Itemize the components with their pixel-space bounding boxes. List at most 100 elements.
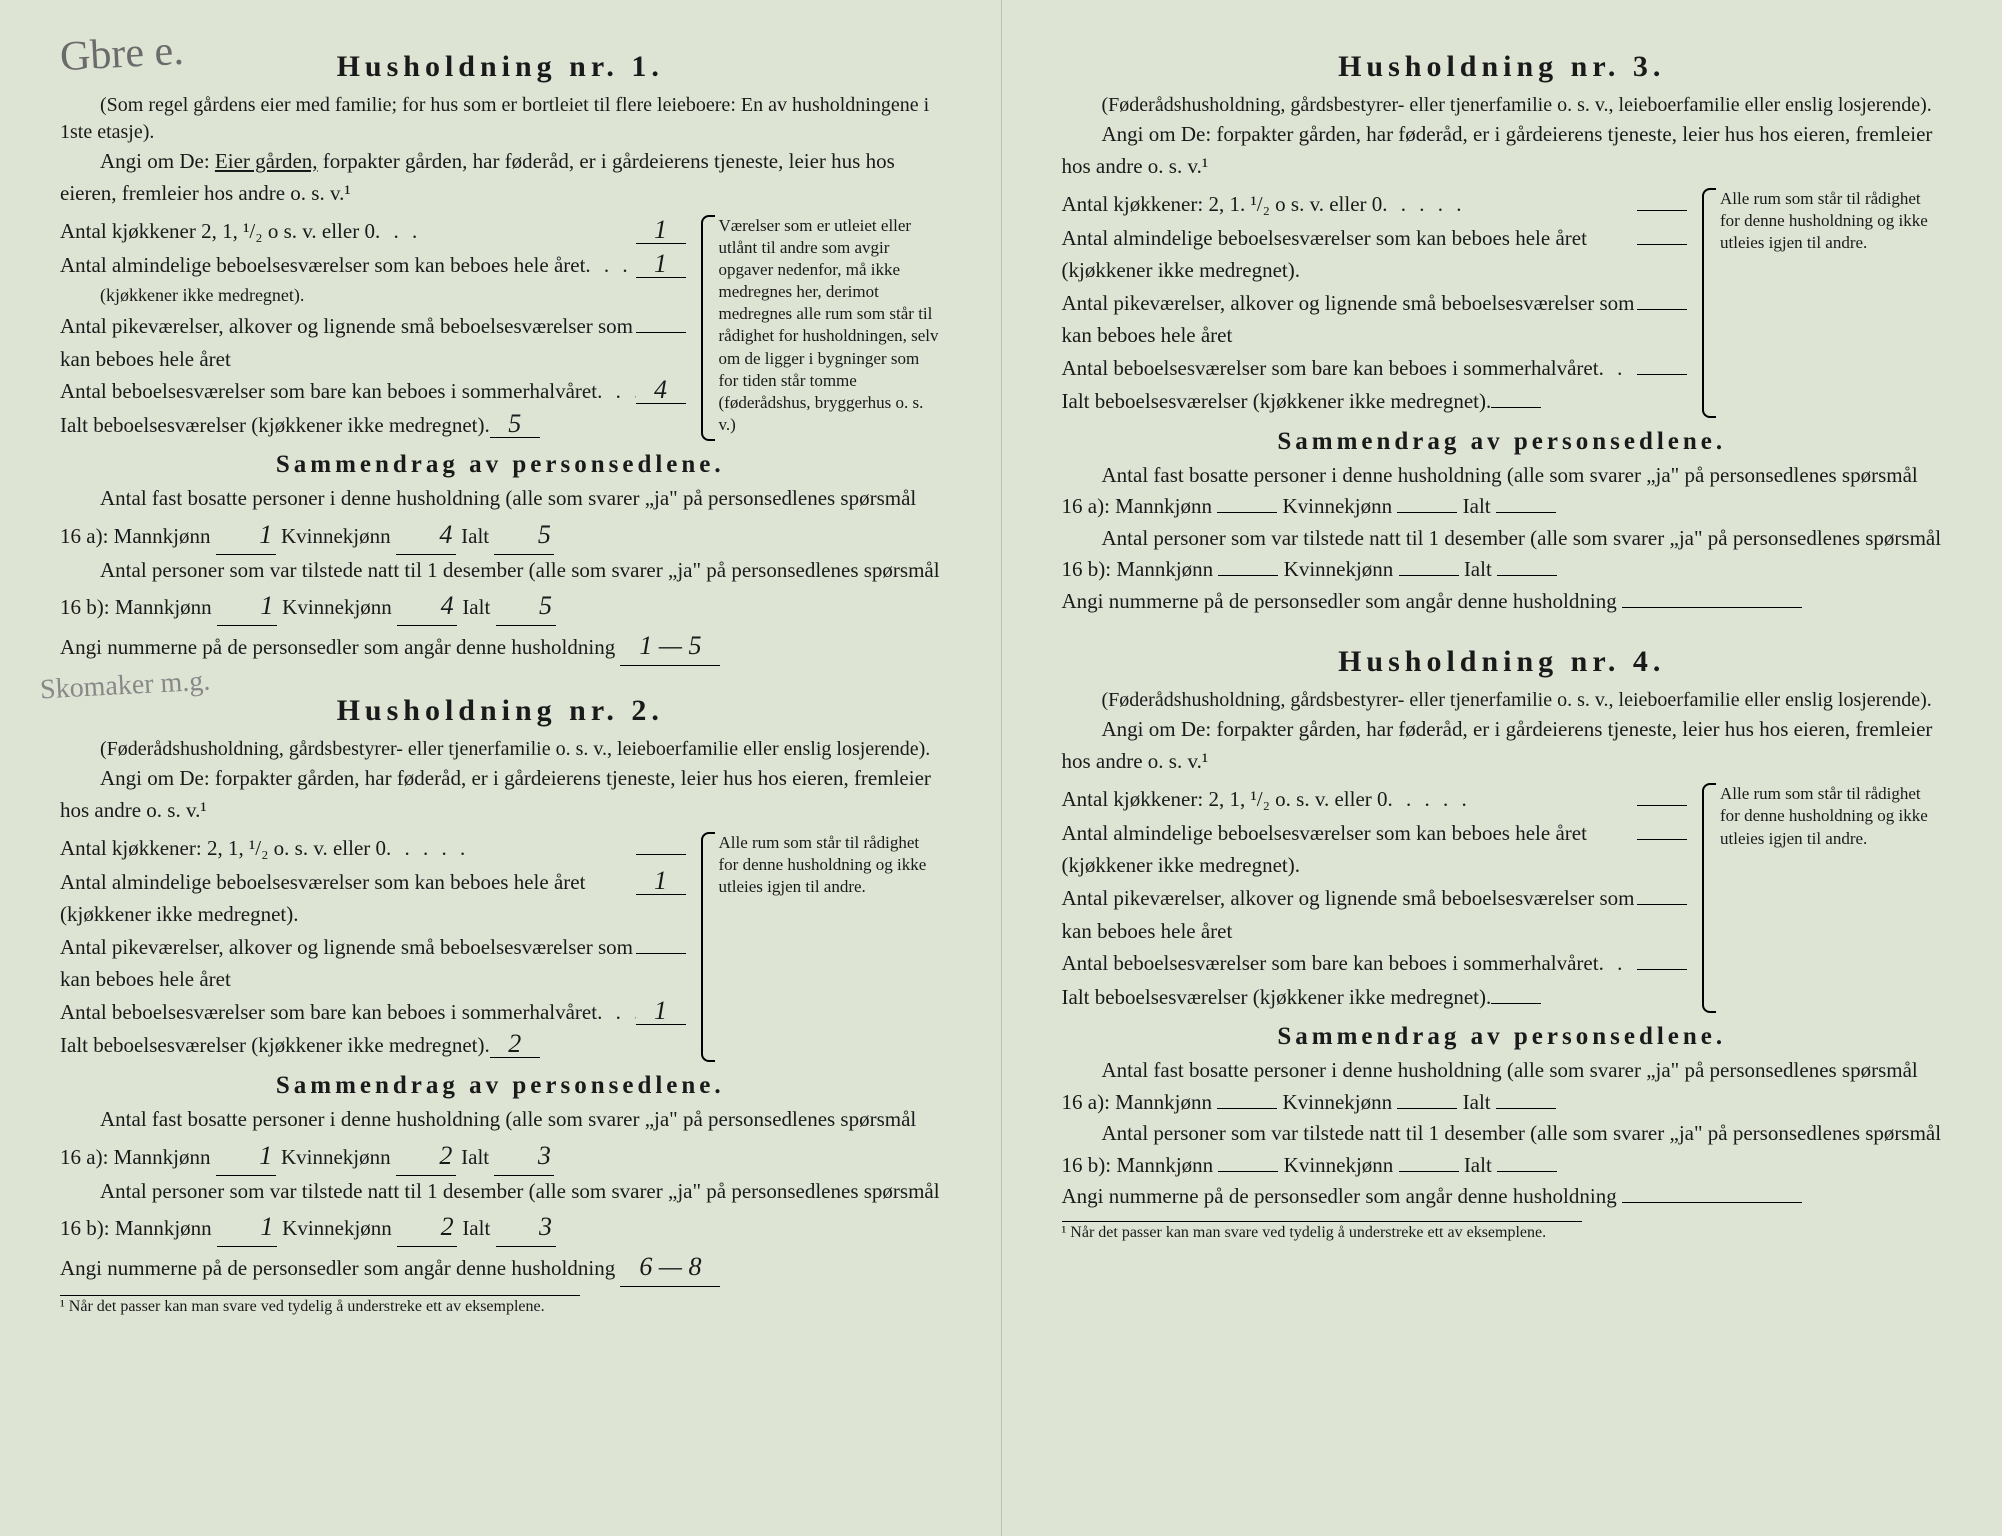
summary-2-p1: Antal fast bosatte personer i denne hush…	[60, 1104, 941, 1176]
summary-heading-3: Sammendrag av personsedlene.	[1062, 428, 1943, 456]
household-3-angi: Angi om De: forpakter gården, har føderå…	[1062, 119, 1943, 182]
row-value: 1	[636, 217, 686, 244]
sidebar-text: Værelser som er utleiet eller utlånt til…	[719, 216, 939, 434]
kvinnekjonn-value	[1397, 512, 1457, 513]
row-value	[1491, 407, 1541, 408]
row-value	[1637, 309, 1687, 310]
nummerne-value: 6 — 8	[620, 1247, 720, 1287]
mannkjonn-value	[1217, 1108, 1277, 1109]
ialt-label: Ialt	[461, 1145, 489, 1169]
household-1-body: Antal kjøkkener 2, 1, ¹/₂ o s. v. eller …	[60, 215, 941, 441]
ialt-label: Ialt	[1464, 1153, 1492, 1177]
kvinnekjonn-label: Kvinnekjønn	[282, 595, 392, 619]
row-label: Antal kjøkkener: 2, 1, ¹/₂ o. s. v. elle…	[60, 832, 386, 865]
row-label: Antal almindelige beboelsesværelser som …	[60, 249, 585, 282]
angi-prefix: Angi om De:	[1102, 122, 1212, 146]
row-label: Ialt beboelsesværelser (kjøkkener ikke m…	[1062, 981, 1492, 1014]
row-label: Antal kjøkkener: 2, 1, ¹/₂ o. s. v. elle…	[1062, 783, 1388, 816]
mannkjonn-value: 1	[216, 515, 276, 555]
mannkjonn-value: 1	[216, 1136, 276, 1176]
row-value: 4	[636, 377, 686, 404]
brace-icon	[701, 832, 715, 1062]
mannkjonn-value: 1	[217, 586, 277, 626]
table-row: Antal beboelsesværelser som bare kan beb…	[60, 996, 686, 1030]
dots: . . . . .	[1388, 783, 1637, 817]
row-value	[636, 953, 686, 954]
row-value	[1637, 805, 1687, 806]
handwriting-top: Gbre e.	[59, 27, 185, 81]
household-1-intro: (Som regel gårdens eier med familie; for…	[60, 92, 941, 146]
row-label: Antal kjøkkener 2, 1, ¹/₂ o s. v. eller …	[60, 215, 375, 248]
household-4-intro: (Føderådshusholdning, gårdsbestyrer- ell…	[1062, 687, 1943, 714]
summary-text: Antal personer som var tilstede natt til…	[1062, 1121, 1942, 1177]
brace-icon	[1702, 783, 1716, 1013]
summary-3-p1: Antal fast bosatte personer i denne hush…	[1062, 460, 1943, 523]
kvinnekjonn-value: 2	[396, 1136, 456, 1176]
right-page: Husholdning nr. 3. (Føderådshusholdning,…	[1002, 0, 2002, 1536]
row-value	[1491, 1003, 1541, 1004]
row-value: 2	[490, 1031, 540, 1058]
nummerne-label: Angi nummerne på de personsedler som ang…	[1062, 589, 1617, 613]
kvinnekjonn-label: Kvinnekjønn	[1284, 557, 1394, 581]
kvinnekjonn-value	[1399, 1171, 1459, 1172]
ialt-label: Ialt	[1464, 557, 1492, 581]
sidebar-text: Alle rum som står til rådighet for denne…	[719, 833, 927, 896]
nummerne-value: 1 — 5	[620, 626, 720, 666]
summary-3-p2: Antal personer som var tilstede natt til…	[1062, 523, 1943, 586]
nummerne-label: Angi nummerne på de personsedler som ang…	[1062, 1184, 1617, 1208]
mannkjonn-value: 1	[217, 1207, 277, 1247]
mannkjonn-value	[1218, 1171, 1278, 1172]
nummerne-2: Angi nummerne på de personsedler som ang…	[60, 1247, 941, 1287]
household-1-angi: Angi om De: Eier gården, forpakter gårde…	[60, 146, 941, 209]
household-1-sidebar: Værelser som er utleiet eller utlånt til…	[701, 215, 941, 441]
kvinnekjonn-value: 4	[396, 515, 456, 555]
row-value	[1637, 904, 1687, 905]
kvinnekjonn-label: Kvinnekjønn	[1284, 1153, 1394, 1177]
row-value	[1637, 374, 1687, 375]
table-row: Antal almindelige beboelsesværelser som …	[60, 866, 686, 931]
ialt-value	[1497, 575, 1557, 576]
row-label: Antal almindelige beboelsesværelser som …	[1062, 817, 1638, 882]
household-2-angi: Angi om De: forpakter gården, har føderå…	[60, 763, 941, 826]
household-3-body: Antal kjøkkener: 2, 1. ¹/₂ o s. v. eller…	[1062, 188, 1943, 418]
household-2: Husholdning nr. 2. (Føderådshusholdning,…	[60, 694, 941, 1316]
dots: . . . . . . . .	[585, 249, 635, 283]
row-label: Ialt beboelsesværelser (kjøkkener ikke m…	[60, 409, 490, 442]
table-row: Antal almindelige beboelsesværelser som …	[1062, 817, 1688, 882]
nummerne-value	[1622, 1202, 1802, 1203]
row-label: Antal kjøkkener: 2, 1. ¹/₂ o s. v. eller…	[1062, 188, 1383, 221]
summary-heading-2: Sammendrag av personsedlene.	[60, 1072, 941, 1100]
mannkjonn-value	[1218, 575, 1278, 576]
brace-icon	[701, 215, 715, 441]
row-label: Antal pikeværelser, alkover og lignende …	[60, 310, 636, 375]
ialt-value	[1496, 1108, 1556, 1109]
kvinnekjonn-label: Kvinnekjønn	[281, 524, 391, 548]
dots: . . . . .	[1382, 188, 1637, 222]
left-page: Gbre e. Husholdning nr. 1. (Som regel gå…	[0, 0, 1002, 1536]
ialt-value: 3	[496, 1207, 556, 1247]
summary-text: Antal fast bosatte personer i denne hush…	[60, 486, 916, 548]
household-3-intro: (Føderådshusholdning, gårdsbestyrer- ell…	[1062, 92, 1943, 119]
row-value	[1637, 210, 1687, 211]
dots: . . . . . . . . . . . . . .	[1599, 352, 1637, 386]
row-value: 1	[636, 998, 686, 1025]
row-value	[636, 854, 686, 855]
kvinnekjonn-label: Kvinnekjønn	[1282, 1090, 1392, 1114]
household-3-rows: Antal kjøkkener: 2, 1. ¹/₂ o s. v. eller…	[1062, 188, 1688, 418]
mannkjonn-value	[1217, 512, 1277, 513]
row-label: Antal beboelsesværelser som bare kan beb…	[60, 996, 597, 1029]
ialt-value: 5	[496, 586, 556, 626]
dots: . . . . . . . . . . . . . .	[1599, 947, 1637, 981]
household-2-title: Husholdning nr. 2.	[60, 694, 941, 728]
row-value	[636, 332, 686, 333]
table-row: Antal almindelige beboelsesværelser som …	[60, 249, 686, 283]
ialt-value	[1497, 1171, 1557, 1172]
summary-text: Antal fast bosatte personer i denne hush…	[60, 1107, 916, 1169]
dots: . . . . . . .	[597, 375, 635, 409]
nummerne-1: Angi nummerne på de personsedler som ang…	[60, 626, 941, 666]
ialt-label: Ialt	[462, 595, 490, 619]
nummerne-value	[1622, 607, 1802, 608]
household-4-rows: Antal kjøkkener: 2, 1, ¹/₂ o. s. v. elle…	[1062, 783, 1688, 1013]
ialt-label: Ialt	[461, 524, 489, 548]
row-label: Antal beboelsesværelser som bare kan beb…	[60, 375, 597, 408]
